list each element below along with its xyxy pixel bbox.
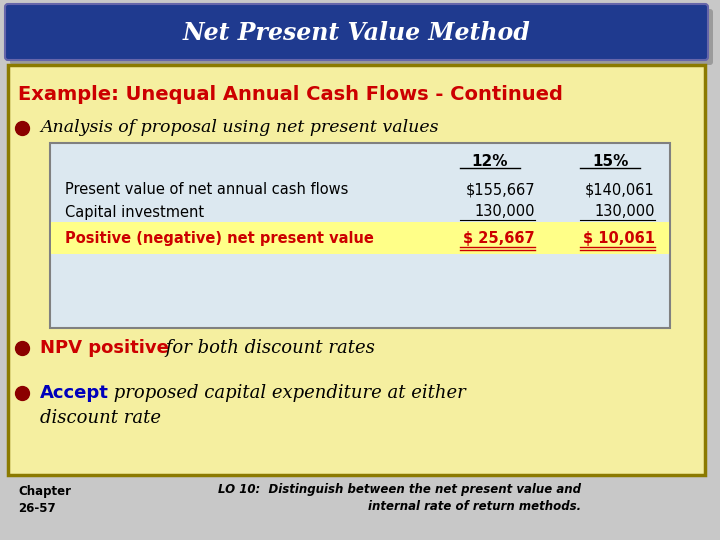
Text: Accept: Accept [40,384,109,402]
Bar [51,222,669,254]
Bar [8,65,705,475]
Text: 12%: 12% [472,154,508,170]
Text: 15%: 15% [592,154,628,170]
Text: Net Present Value Method: Net Present Value Method [183,21,531,45]
Text: discount rate: discount rate [40,409,161,427]
Text: $155,667: $155,667 [465,183,535,198]
Text: NPV positive: NPV positive [40,339,169,357]
Text: Example: Unequal Annual Cash Flows - Continued: Example: Unequal Annual Cash Flows - Con… [18,85,563,105]
Text: $140,061: $140,061 [585,183,655,198]
Text: 130,000: 130,000 [474,205,535,219]
Bar [50,143,670,328]
Text: LO 10:  Distinguish between the net present value and
internal rate of return me: LO 10: Distinguish between the net prese… [218,483,582,514]
Text: Analysis of proposal using net present values: Analysis of proposal using net present v… [40,119,438,137]
Text: $ 25,667: $ 25,667 [464,232,535,246]
Text: 130,000: 130,000 [595,205,655,219]
Text: $ 10,061: $ 10,061 [583,232,655,246]
Text: Chapter
26-57: Chapter 26-57 [18,484,71,516]
Text: Capital investment: Capital investment [65,205,204,219]
Text: proposed capital expenditure at either: proposed capital expenditure at either [108,384,466,402]
FancyBboxPatch shape [10,9,713,65]
Text: Positive (negative) net present value: Positive (negative) net present value [65,232,374,246]
Text: for both discount rates: for both discount rates [160,339,375,357]
FancyBboxPatch shape [5,4,708,60]
Text: Present value of net annual cash flows: Present value of net annual cash flows [65,183,348,198]
